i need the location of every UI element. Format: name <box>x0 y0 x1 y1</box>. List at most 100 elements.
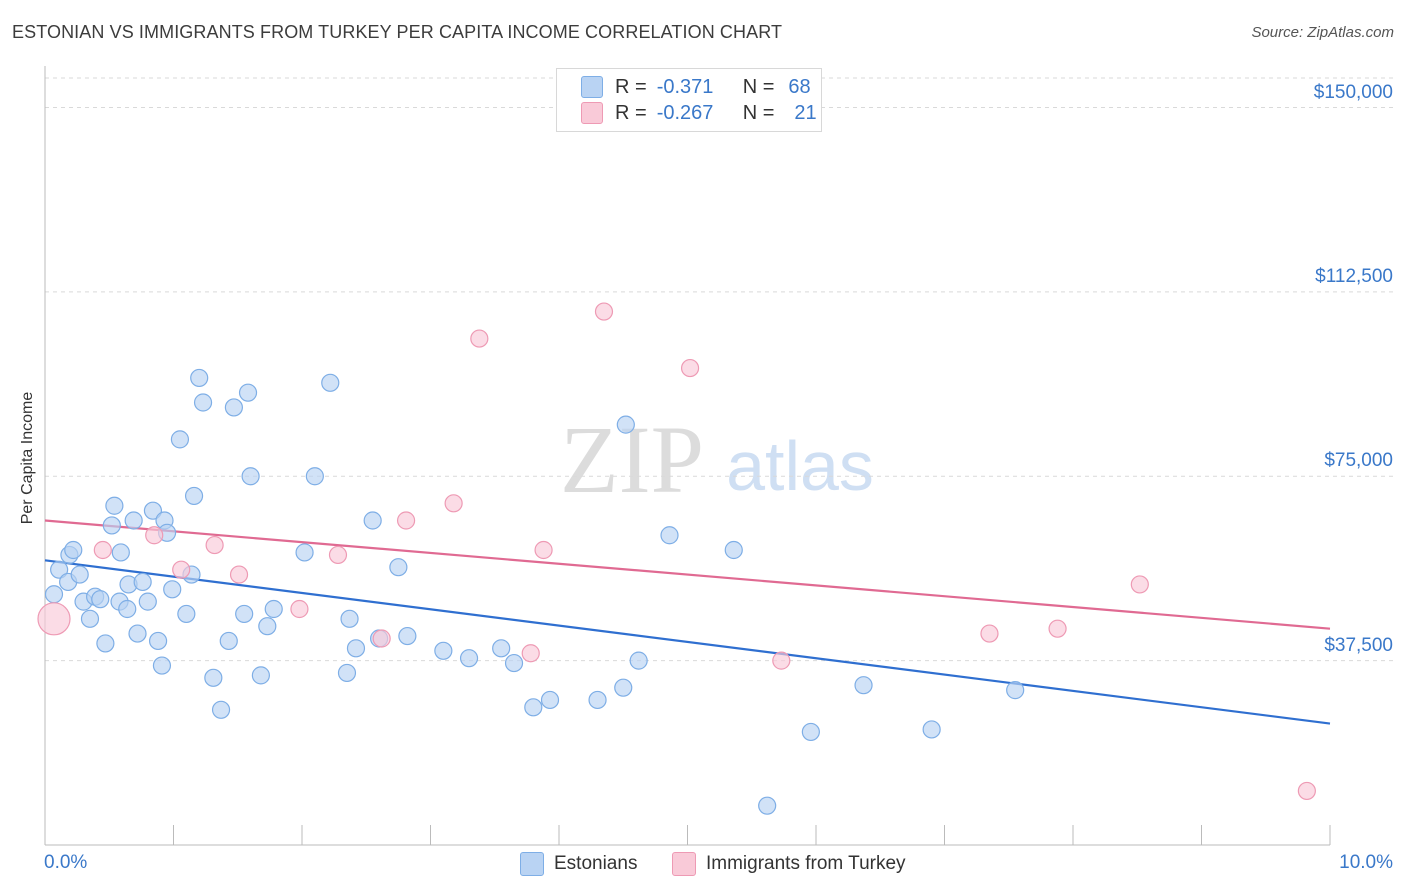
point-estonians <box>922 720 941 739</box>
point-estonians <box>321 373 340 392</box>
point-estonians <box>524 698 543 717</box>
source-label: Source: ZipAtlas.com <box>1251 24 1394 41</box>
legend-r-label: R = <box>615 75 647 98</box>
point-turkey <box>229 565 249 584</box>
legend-n-value: 21 <box>794 101 817 124</box>
bottom-legend-turkey: Immigrants from Turkey <box>672 852 906 876</box>
point-estonians <box>91 590 110 609</box>
point-estonians <box>184 486 204 506</box>
trend-line-turkey <box>44 519 1331 630</box>
legend-swatch-pink <box>581 102 603 124</box>
point-estonians <box>241 467 260 486</box>
point-estonians <box>102 516 121 535</box>
point-turkey <box>444 494 463 513</box>
legend-swatch-blue <box>581 76 603 98</box>
point-turkey <box>145 526 164 545</box>
point-estonians <box>434 641 453 660</box>
bottom-legend-label: Estonians <box>554 853 638 874</box>
point-turkey <box>93 540 112 560</box>
point-estonians <box>224 398 243 417</box>
point-estonians <box>128 624 147 643</box>
point-estonians <box>105 496 124 515</box>
point-estonians <box>337 663 357 683</box>
legend-row-turkey: R = -0.267 N = 21 <box>581 100 817 126</box>
point-estonians <box>238 383 258 402</box>
bottom-legend-swatch-pink <box>672 852 696 876</box>
point-estonians <box>616 415 635 434</box>
y-tick-label: $37,500 <box>1324 634 1393 656</box>
point-estonians <box>504 653 524 673</box>
point-estonians <box>540 690 560 710</box>
point-estonians <box>629 651 648 670</box>
legend-n-value: 68 <box>788 75 811 98</box>
legend-r-value: -0.267 <box>656 101 714 124</box>
point-estonians <box>258 617 277 636</box>
point-turkey <box>1130 575 1149 594</box>
point-turkey <box>205 535 224 555</box>
point-turkey <box>680 358 700 378</box>
bottom-legend-label: Immigrants from Turkey <box>706 853 906 874</box>
point-turkey <box>328 545 348 565</box>
point-estonians <box>170 430 190 449</box>
y-tick-label: $75,000 <box>1324 450 1393 472</box>
point-estonians <box>70 565 89 584</box>
point-estonians <box>138 592 157 611</box>
y-tick-label: $150,000 <box>1313 81 1393 103</box>
point-estonians <box>305 467 324 486</box>
watermark-atlas: atlas <box>726 427 874 505</box>
point-estonians <box>660 526 679 545</box>
point-estonians <box>190 368 209 388</box>
point-estonians <box>163 580 182 599</box>
point-turkey <box>772 651 791 670</box>
point-estonians <box>398 626 417 646</box>
point-estonians <box>235 604 254 624</box>
point-estonians <box>459 649 479 668</box>
legend-r-value: -0.371 <box>656 75 714 98</box>
point-turkey <box>1048 619 1067 638</box>
point-estonians <box>346 639 366 658</box>
point-estonians <box>492 639 511 658</box>
point-estonians <box>724 540 743 560</box>
watermark: ZIP atlas <box>560 406 874 513</box>
correlation-legend: R = -0.371 N = 68 R = -0.267 N = 21 <box>556 68 822 132</box>
point-estonians <box>211 700 231 719</box>
point-turkey <box>290 599 309 619</box>
point-turkey <box>980 624 999 643</box>
point-estonians <box>143 501 163 520</box>
point-estonians <box>614 678 633 697</box>
point-estonians <box>251 666 270 685</box>
point-turkey <box>172 560 191 579</box>
point-turkey <box>372 629 391 648</box>
point-estonians <box>340 609 359 628</box>
point-turkey <box>594 302 614 321</box>
point-estonians <box>152 656 172 675</box>
point-estonians <box>219 631 238 651</box>
point-estonians <box>96 634 115 653</box>
legend-row-estonians: R = -0.371 N = 68 <box>581 74 811 100</box>
point-estonians <box>50 560 69 579</box>
point-estonians <box>177 604 196 624</box>
point-estonians <box>133 572 152 592</box>
point-estonians <box>64 540 83 560</box>
point-estonians <box>124 511 143 530</box>
point-turkey <box>1297 781 1316 801</box>
point-estonians <box>1006 681 1025 700</box>
point-estonians <box>801 722 820 742</box>
point-estonians <box>80 609 100 628</box>
legend-r-label: R = <box>615 101 647 124</box>
point-estonians <box>264 599 283 619</box>
point-turkey <box>534 540 553 560</box>
point-turkey <box>396 511 416 530</box>
point-estonians <box>111 543 130 562</box>
point-estonians <box>363 511 382 530</box>
trend-line-estonians <box>44 559 1331 725</box>
point-estonians <box>389 558 408 577</box>
point-estonians <box>44 585 64 604</box>
point-estonians <box>204 668 223 687</box>
point-turkey <box>521 644 540 663</box>
bottom-legend-estonians: Estonians <box>520 852 637 876</box>
point-estonians <box>295 543 314 562</box>
x-tick-label-max: 10.0% <box>1339 852 1393 873</box>
y-tick-label: $112,500 <box>1315 265 1393 287</box>
